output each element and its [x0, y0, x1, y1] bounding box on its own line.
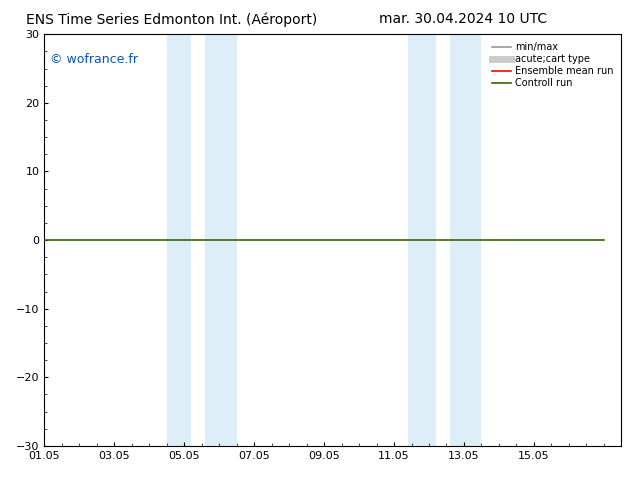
Text: © wofrance.fr: © wofrance.fr	[50, 53, 138, 66]
Legend: min/max, acute;cart type, Ensemble mean run, Controll run: min/max, acute;cart type, Ensemble mean …	[489, 39, 616, 91]
Bar	[408, 34, 436, 446]
Bar	[205, 34, 236, 446]
Bar	[450, 34, 481, 446]
Bar	[167, 34, 191, 446]
Text: mar. 30.04.2024 10 UTC: mar. 30.04.2024 10 UTC	[378, 12, 547, 26]
Text: ENS Time Series Edmonton Int. (Aéroport): ENS Time Series Edmonton Int. (Aéroport)	[25, 12, 317, 27]
